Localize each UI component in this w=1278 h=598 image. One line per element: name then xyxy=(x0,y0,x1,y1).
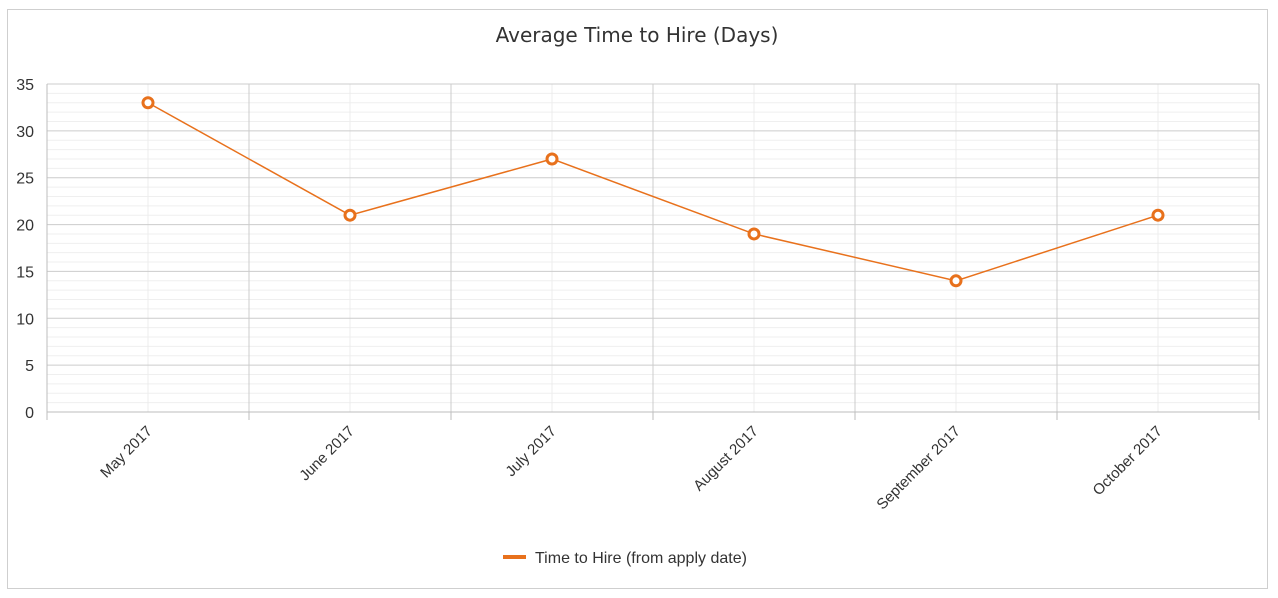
y-tick-label: 35 xyxy=(16,77,34,94)
data-point[interactable] xyxy=(141,96,155,110)
legend[interactable]: Time to Hire (from apply date) xyxy=(503,550,747,567)
data-point[interactable] xyxy=(949,274,963,288)
x-tick-label: August 2017 xyxy=(690,423,762,495)
y-tick-label: 0 xyxy=(25,405,34,422)
x-tick-label: July 2017 xyxy=(502,423,559,480)
x-tick-label: June 2017 xyxy=(296,423,358,485)
y-tick-label: 15 xyxy=(16,264,34,281)
x-tick-label: October 2017 xyxy=(1090,423,1166,499)
y-tick-label: 5 xyxy=(25,358,34,375)
series xyxy=(141,96,1165,288)
data-point[interactable] xyxy=(343,208,357,222)
chart-frame xyxy=(7,9,1268,589)
x-tick-label: May 2017 xyxy=(97,423,156,482)
grid xyxy=(47,83,1259,413)
y-axis-ticks: 0 5 10 15 20 25 30 35 xyxy=(16,77,34,422)
series-line xyxy=(147,102,1159,282)
y-tick-label: 20 xyxy=(16,218,34,235)
legend-label[interactable]: Time to Hire (from apply date) xyxy=(535,550,747,567)
x-tick-label: September 2017 xyxy=(873,423,963,513)
x-axis-ticks: May 2017 June 2017 July 2017 August 2017 Sep… xyxy=(97,423,1166,513)
data-point[interactable] xyxy=(1151,208,1165,222)
data-point[interactable] xyxy=(747,227,761,241)
y-tick-label: 25 xyxy=(16,171,34,188)
y-tick-label: 10 xyxy=(16,311,34,328)
axes xyxy=(46,84,1260,420)
data-point[interactable] xyxy=(545,152,559,166)
chart-title: Average Time to Hire (Days) xyxy=(496,23,779,47)
y-tick-label: 30 xyxy=(16,124,34,141)
